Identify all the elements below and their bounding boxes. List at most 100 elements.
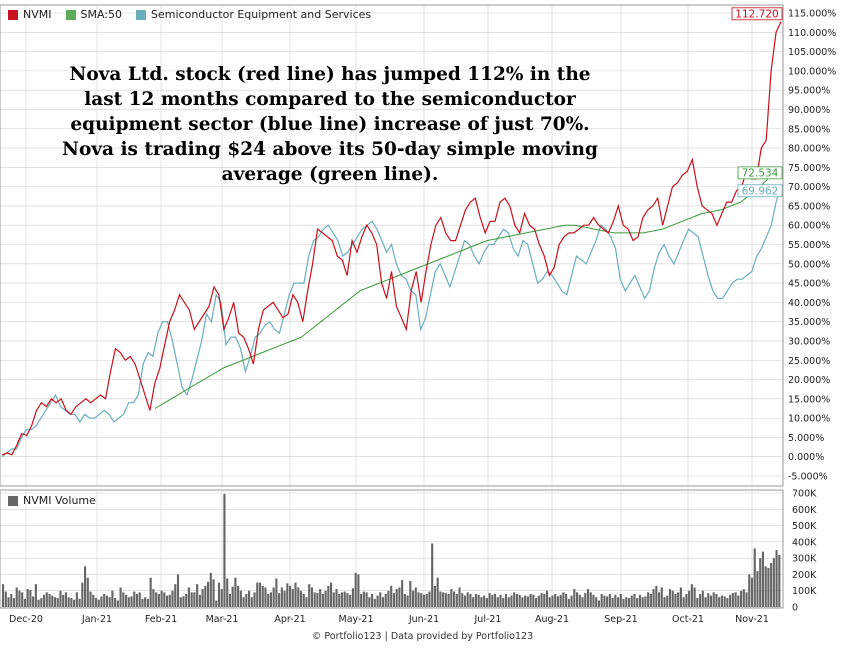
legend-label-semi: Semiconductor Equipment and Services — [151, 8, 372, 21]
y-tick-label: 10.000% — [788, 414, 830, 425]
legend-item-nvmi[interactable]: NVMI — [8, 8, 52, 21]
volume-bar — [45, 592, 48, 607]
volume-bar — [272, 587, 275, 607]
volume-bar — [679, 587, 682, 607]
volume-bar — [671, 590, 674, 607]
volume-bar — [666, 595, 669, 607]
y-tick-label: 55.000% — [788, 240, 830, 251]
volume-bar — [130, 596, 133, 607]
y-tick-label: 70.000% — [788, 182, 830, 193]
volume-bar — [155, 592, 158, 607]
volume-bar — [105, 595, 108, 607]
volume-bar — [485, 598, 488, 607]
volume-bar — [338, 593, 341, 607]
volume-bar — [699, 593, 702, 607]
volume-legend: NVMI Volume — [8, 494, 96, 507]
volume-bar — [584, 593, 587, 607]
volume-bar — [116, 600, 119, 607]
volume-bar — [299, 590, 303, 607]
volume-bar — [461, 593, 464, 607]
volume-bar — [59, 590, 62, 607]
volume-bar — [718, 597, 721, 607]
volume-bar — [433, 585, 436, 607]
legend-label-nvmi: NVMI — [23, 8, 52, 21]
volume-bar — [275, 578, 278, 607]
volume-bar — [261, 585, 264, 607]
volume-bar — [223, 493, 226, 607]
legend-item-sma[interactable]: SMA:50 — [65, 8, 122, 21]
y-tick-label: 110.000% — [788, 28, 836, 39]
volume-bar — [715, 593, 718, 607]
volume-bar — [474, 593, 477, 607]
volume-bar — [625, 597, 628, 607]
volume-bar — [51, 595, 54, 607]
x-tick-label: Mar-21 — [206, 614, 239, 625]
volume-bar — [390, 585, 393, 607]
volume-bar — [332, 592, 335, 607]
y-tick-label: 15.000% — [788, 394, 830, 405]
volume-bar — [283, 590, 286, 607]
volume-bar — [627, 598, 631, 607]
volume-bar — [496, 597, 499, 607]
volume-bar — [340, 592, 344, 607]
volume-bar — [504, 593, 508, 607]
volume-bar — [466, 592, 469, 607]
y-tick-label: 75.000% — [788, 163, 830, 174]
volume-bar — [551, 595, 554, 607]
volume-bar — [759, 558, 762, 607]
volume-bar — [688, 590, 691, 607]
volume-bar — [250, 597, 253, 607]
x-tick-label: Jun-21 — [408, 614, 439, 625]
volume-bar — [220, 589, 223, 607]
volume-bar — [176, 574, 180, 607]
volume-bar — [428, 591, 431, 607]
y-tick-label: 50.000% — [788, 259, 830, 270]
volume-bar — [576, 592, 579, 607]
volume-bar — [319, 589, 322, 607]
volume-bar — [196, 584, 199, 607]
volume-bar — [371, 593, 374, 607]
volume-bar — [412, 590, 415, 607]
volume-bar — [420, 593, 423, 607]
volume-bar — [770, 563, 773, 607]
legend-item-semi[interactable]: Semiconductor Equipment and Services — [136, 8, 371, 21]
volume-bar — [567, 598, 570, 607]
x-tick-label: Aug-21 — [535, 614, 569, 625]
volume-bar — [163, 592, 166, 607]
volume-bar — [21, 592, 24, 607]
y-tick-label: -5.000% — [788, 472, 828, 483]
volume-bar — [330, 582, 333, 607]
volume-bar — [690, 584, 693, 607]
volume-tick-label: 200K — [792, 570, 817, 581]
volume-bar — [507, 597, 510, 607]
y-tick-label: 115.000% — [788, 9, 836, 20]
volume-bar — [658, 592, 661, 607]
volume-bar — [614, 594, 617, 607]
legend-swatch-semi — [136, 9, 147, 20]
series-line-sma — [154, 176, 771, 409]
volume-bar — [15, 587, 18, 607]
volume-bar — [677, 592, 680, 607]
volume-bar — [559, 594, 562, 607]
volume-bar — [595, 597, 598, 607]
volume-tick-label: 100K — [792, 586, 817, 597]
volume-bar — [521, 597, 524, 607]
volume-bar — [406, 595, 409, 607]
volume-bar — [125, 594, 128, 607]
volume-bar — [693, 587, 696, 607]
volume-legend-swatch — [8, 495, 18, 506]
volume-bar — [207, 581, 210, 607]
volume-bar — [477, 594, 480, 607]
volume-bar — [674, 593, 677, 607]
volume-bar — [731, 593, 734, 607]
volume-bar — [685, 593, 688, 607]
volume-bar — [62, 594, 65, 607]
volume-bar — [417, 592, 420, 607]
volume-bar — [168, 594, 171, 607]
volume-bar — [256, 582, 259, 607]
volume-bar — [387, 590, 390, 607]
volume-bar — [327, 585, 330, 607]
volume-bar — [573, 589, 576, 607]
x-tick-label: Feb-21 — [145, 614, 177, 625]
volume-bar — [190, 592, 193, 607]
